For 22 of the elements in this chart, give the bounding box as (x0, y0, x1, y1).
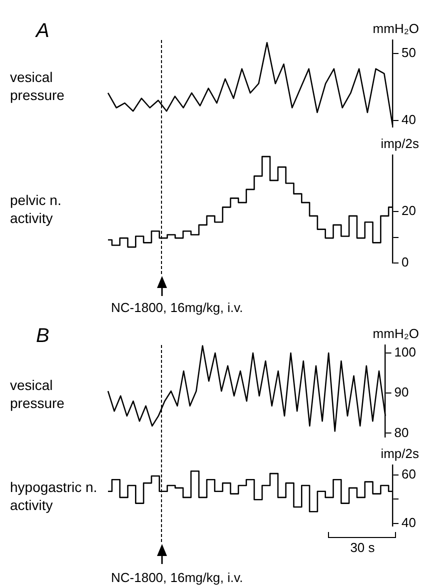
y-tick-label: 40 (402, 112, 416, 128)
y-tick-label: 60 (402, 466, 416, 482)
text: vesical pressure (10, 68, 66, 104)
text: B (36, 325, 50, 348)
text: hypogastric n. activity (10, 478, 98, 514)
y-axis-title: imp/2s (380, 446, 420, 462)
y-tick-label: 50 (402, 44, 416, 60)
text: A (36, 20, 50, 43)
y-tick-label: 0 (402, 254, 409, 270)
y-axis-title: mmH₂O (372, 326, 419, 342)
text: NC-1800, 16mg/kg, i.v. (111, 300, 243, 315)
text: 30 s (349, 540, 376, 555)
y-tick-label: 100 (394, 344, 416, 360)
text: NC-1800, 16mg/kg, i.v. (111, 570, 243, 585)
y-axis-title: imp/2s (380, 136, 420, 152)
text: vesical pressure (10, 376, 66, 412)
text: pelvic n. activity (10, 191, 62, 227)
y-tick-label: 20 (402, 203, 416, 218)
y-tick-label: 80 (394, 424, 409, 440)
y-tick-label: 90 (394, 384, 409, 400)
y-axis-title: mmH₂O (372, 21, 419, 36)
y-tick-label: 40 (402, 515, 416, 530)
